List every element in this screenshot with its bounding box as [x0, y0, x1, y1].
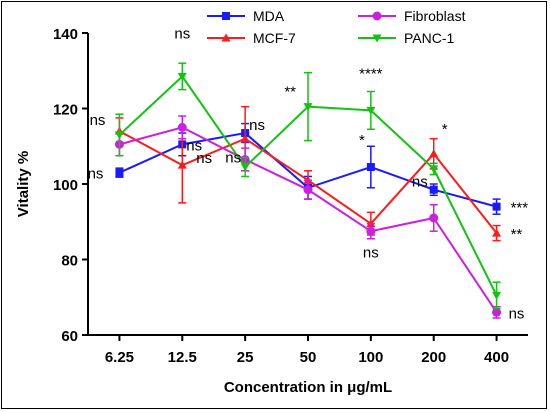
significance-label: * [442, 121, 448, 138]
data-point [366, 106, 376, 115]
x-tick-label: 200 [421, 349, 446, 366]
data-point [177, 160, 187, 169]
significance-label: *** [511, 200, 529, 217]
significance-label: ns [509, 305, 525, 322]
legend-label: PANC-1 [404, 30, 455, 46]
x-tick-label: 50 [300, 349, 317, 366]
significance-label: ns [196, 150, 212, 167]
significance-label: * [359, 132, 365, 149]
y-tick-label: 120 [53, 102, 78, 119]
data-point [177, 72, 187, 81]
data-point [303, 185, 313, 195]
significance-label: ns [249, 117, 265, 134]
significance-label: ns [225, 150, 241, 167]
y-axis-label: Vitality % [15, 151, 32, 217]
y-ticks: 60 80 100 120 140 [53, 26, 88, 345]
legend-label: MDA [253, 8, 285, 24]
significance-label: ** [284, 84, 296, 101]
x-tick-label: 25 [237, 349, 254, 366]
data-point [240, 163, 250, 172]
series-panc-1 [114, 62, 502, 310]
legend-label: Fibroblast [404, 8, 466, 24]
data-point [303, 103, 313, 112]
y-tick-label: 100 [53, 177, 78, 194]
data-point [115, 168, 124, 177]
legend-marker [222, 12, 230, 20]
data-point [492, 202, 501, 211]
x-tick-label: 6.25 [105, 349, 134, 366]
significance-label: ns [90, 112, 106, 129]
data-point [366, 163, 375, 172]
significance-label: ns [363, 245, 379, 262]
data-point [240, 134, 250, 143]
significance-label: ns [88, 166, 104, 183]
x-tick-label: 12.5 [168, 349, 197, 366]
legend-item: Fibroblast [358, 8, 466, 24]
data-point [114, 131, 124, 140]
significance-label: ns [174, 25, 190, 42]
legend-marker [372, 34, 382, 43]
y-tick-label: 60 [61, 328, 78, 345]
legend-item: MCF-7 [207, 30, 296, 46]
legend-item: PANC-1 [358, 30, 455, 46]
x-tick-label: 400 [484, 349, 509, 366]
data-point [177, 122, 187, 132]
significance-label: ** [511, 226, 523, 243]
y-tick-label: 80 [61, 253, 78, 270]
significance-label: ns [186, 137, 202, 154]
significance-label: **** [359, 65, 383, 82]
data-point [492, 307, 502, 317]
data-point [492, 228, 502, 237]
series-fibroblast [114, 115, 502, 319]
legend: MDA MCF-7 Fibroblast PANC-1 [207, 8, 466, 46]
data-point [429, 185, 438, 194]
data-point [492, 291, 502, 300]
x-axis-label: Concentration in μg/mL [224, 379, 392, 396]
legend-label: MCF-7 [253, 30, 296, 46]
data-point [429, 165, 439, 174]
significance-label: ns [412, 174, 428, 191]
series-line [119, 126, 498, 313]
legend-item: MDA [207, 8, 285, 24]
data-point [429, 149, 439, 158]
data-point [366, 226, 376, 236]
series-layer [114, 62, 502, 319]
legend-marker [372, 11, 382, 21]
data-point [429, 213, 439, 223]
x-tick-label: 100 [358, 349, 383, 366]
x-ticks: 6.25 12.5 25 50 100 200 400 [105, 335, 509, 366]
y-tick-label: 140 [53, 26, 78, 43]
legend-marker [221, 33, 231, 42]
